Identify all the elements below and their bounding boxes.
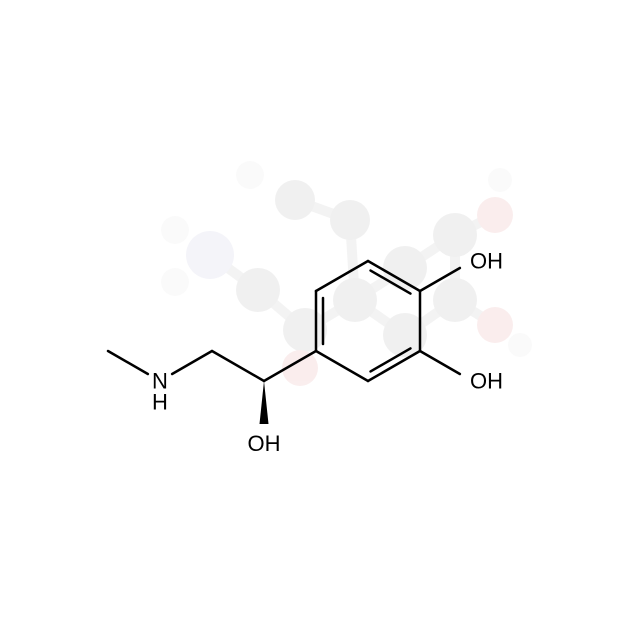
atom-label-oh_chain: OH xyxy=(248,431,281,456)
atom-label-nh-sub: H xyxy=(152,390,168,415)
molecule-diagram: NHOHOHOH xyxy=(0,0,630,630)
atom-label-oh_meta: OH xyxy=(470,369,503,394)
atom-label-oh_para: OH xyxy=(470,249,503,274)
